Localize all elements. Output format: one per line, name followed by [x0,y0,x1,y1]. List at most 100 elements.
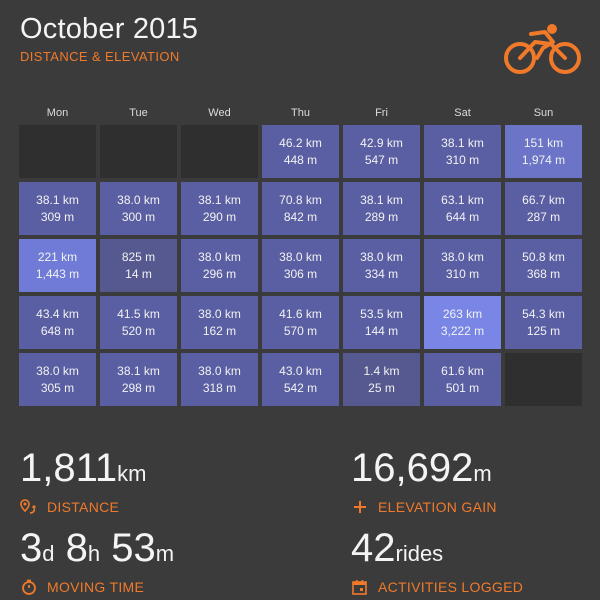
day-header: Thu [291,107,310,119]
moving-time-minutes-unit: m [155,541,175,566]
elevation-number: 16,692 [351,446,474,490]
calendar-day-cell[interactable]: 43.0 km 542 m [262,353,339,406]
cell-distance: 46.2 km [279,135,322,150]
calendar-day-cell[interactable]: 38.0 km 305 m [19,353,96,406]
calendar-day-cell[interactable]: 38.0 km 318 m [181,353,258,406]
cell-elevation: 162 m [202,323,237,338]
elevation-unit: m [473,461,492,486]
cell-distance: 263 km [442,306,483,321]
cell-distance: 1.4 km [363,363,400,378]
moving-time-days-unit: d [42,541,55,566]
calendar-day-cell[interactable]: 38.0 km 162 m [181,296,258,349]
cell-distance: 38.0 km [279,249,322,264]
cell-distance: 43.0 km [279,363,322,378]
cell-elevation: 300 m [121,209,156,224]
cell-distance: 38.0 km [198,363,241,378]
calendar-day-cell[interactable]: 63.1 km 644 m [424,182,501,235]
distance-unit: km [117,461,147,486]
calendar-day-cell[interactable]: 43.4 km 648 m [19,296,96,349]
calendar-day-cell[interactable]: 38.0 km 296 m [181,239,258,292]
moving-time-label: MOVING TIME [20,579,174,595]
calendar-day-cell[interactable]: 38.1 km 309 m [19,182,96,235]
calendar-day-cell[interactable]: 46.2 km 448 m [262,125,339,178]
calendar-day-cell[interactable]: 38.1 km 289 m [343,182,420,235]
cell-elevation: 448 m [283,152,318,167]
cell-elevation: 1,443 m [35,266,80,281]
calendar-day-cell[interactable]: 38.0 km 306 m [262,239,339,292]
calendar-day-cell[interactable]: 221 km 1,443 m [19,239,96,292]
stat-moving-time: 3d 8h 53m MOVING TIME [20,526,174,595]
cell-elevation: 289 m [364,209,399,224]
cell-distance: 38.0 km [360,249,403,264]
cell-distance: 66.7 km [522,192,565,207]
calendar-day-cell[interactable]: 38.0 km 334 m [343,239,420,292]
cell-elevation: 501 m [445,380,480,395]
stat-elevation: 16,692m ELEVATION GAIN [351,446,497,515]
stat-activities: 42rides ACTIVITIES LOGGED [351,526,523,595]
cell-distance: 38.0 km [441,249,484,264]
calendar-day-cell[interactable]: 151 km 1,974 m [505,125,582,178]
cell-elevation: 1,974 m [521,152,566,167]
calendar-grid: 46.2 km 448 m 42.9 km 547 m 38.1 km 310 m 151 … [19,125,582,406]
cell-distance: 50.8 km [522,249,565,264]
calendar-day-cell[interactable]: 41.5 km 520 m [100,296,177,349]
cell-distance: 38.0 km [36,363,79,378]
calendar-day-cell[interactable]: 263 km 3,222 m [424,296,501,349]
moving-time-value: 3d 8h 53m [20,526,174,576]
distance-number: 1,811 [20,446,118,490]
calendar-day-cell[interactable]: 38.1 km 290 m [181,182,258,235]
calendar-day-cell[interactable]: 70.8 km 842 m [262,182,339,235]
moving-time-days: 3 [20,526,43,570]
calendar-day-cell[interactable]: 66.7 km 287 m [505,182,582,235]
day-header: Fri [375,107,388,119]
calendar-day-cell[interactable]: 38.0 km 310 m [424,239,501,292]
calendar-day-cell[interactable]: 38.1 km 310 m [424,125,501,178]
calendar-day-cell[interactable]: 41.6 km 570 m [262,296,339,349]
calendar-day-cell[interactable]: 42.9 km 547 m [343,125,420,178]
calendar-cell-empty [19,125,96,178]
day-header: Wed [208,107,231,119]
cell-elevation: 25 m [368,380,395,395]
day-header: Tue [129,107,148,119]
cell-distance: 221 km [37,249,78,264]
cell-elevation: 318 m [202,380,237,395]
calendar-cell-empty [181,125,258,178]
cell-elevation: 842 m [283,209,318,224]
moving-time-hours: 8 [65,526,88,570]
day-header: Sun [533,107,554,119]
cell-elevation: 309 m [40,209,75,224]
calendar: Mon Tue Wed Thu Fri Sat Sun 46.2 km 448 m 42.9 k… [19,106,582,406]
cell-distance: 42.9 km [360,135,403,150]
calendar-day-cell[interactable]: 53.5 km 144 m [343,296,420,349]
moving-time-hours-unit: h [87,541,101,566]
elevation-value: 16,692m [351,446,497,496]
cell-elevation: 298 m [121,380,156,395]
calendar-day-cell[interactable]: 38.1 km 298 m [100,353,177,406]
cell-distance: 63.1 km [441,192,484,207]
calendar-day-cell[interactable]: 50.8 km 368 m [505,239,582,292]
stat-distance: 1,811km DISTANCE [20,446,146,515]
moving-time-minutes: 53 [111,526,156,570]
calendar-day-cell[interactable]: 825 m 14 m [100,239,177,292]
cell-elevation: 547 m [364,152,399,167]
cell-elevation: 296 m [202,266,237,281]
plus-icon [354,501,366,513]
calendar-day-cell[interactable]: 54.3 km 125 m [505,296,582,349]
cell-elevation: 144 m [364,323,399,338]
rides-value: 42rides [351,526,523,576]
cell-elevation: 305 m [40,380,75,395]
calendar-day-cell[interactable]: 61.6 km 501 m [424,353,501,406]
cell-distance: 38.1 km [198,192,241,207]
calendar-day-cell[interactable]: 1.4 km 25 m [343,353,420,406]
cell-elevation: 644 m [445,209,480,224]
cell-distance: 38.0 km [117,192,160,207]
activities-label-text: ACTIVITIES LOGGED [378,579,524,595]
distance-label: DISTANCE [20,499,146,515]
calendar-day-cell[interactable]: 38.0 km 300 m [100,182,177,235]
cell-elevation: 520 m [121,323,156,338]
cell-distance: 38.1 km [117,363,160,378]
cell-distance: 38.0 km [198,249,241,264]
cell-elevation: 290 m [202,209,237,224]
cell-elevation: 125 m [526,323,561,338]
cell-elevation: 3,222 m [440,323,485,338]
